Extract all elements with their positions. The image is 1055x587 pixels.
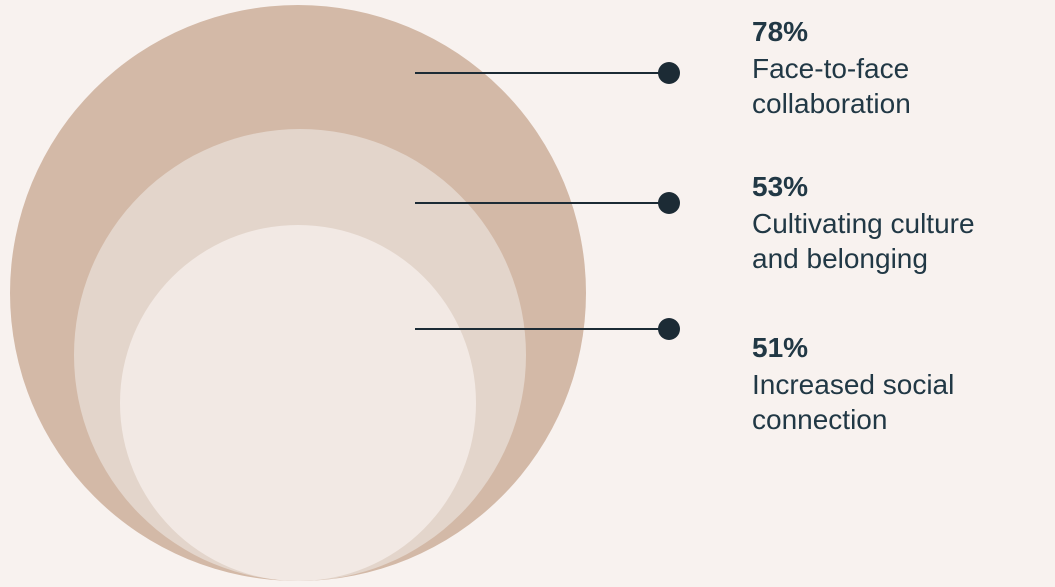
leader-dot-inner bbox=[658, 318, 680, 340]
leader-dot-middle bbox=[658, 192, 680, 214]
leader-dot-outer bbox=[658, 62, 680, 84]
category-label-inner-line-1: Increased social bbox=[752, 369, 954, 400]
category-label-outer-line-1: Face-to-face bbox=[752, 53, 909, 84]
leader-lines-layer bbox=[415, 62, 680, 340]
circles-layer bbox=[10, 5, 586, 581]
category-label-middle-line-2: and belonging bbox=[752, 243, 928, 274]
category-label-middle-line-1: Cultivating culture bbox=[752, 208, 975, 239]
value-label-outer: 78% bbox=[752, 16, 808, 47]
circle-inner bbox=[120, 225, 476, 581]
labels-layer: 78% Face-to-face collaboration 53% Cultivati… bbox=[752, 16, 975, 435]
category-label-inner-line-2: connection bbox=[752, 404, 887, 435]
category-label-outer-line-2: collaboration bbox=[752, 88, 911, 119]
value-label-middle: 53% bbox=[752, 171, 808, 202]
value-label-inner: 51% bbox=[752, 332, 808, 363]
